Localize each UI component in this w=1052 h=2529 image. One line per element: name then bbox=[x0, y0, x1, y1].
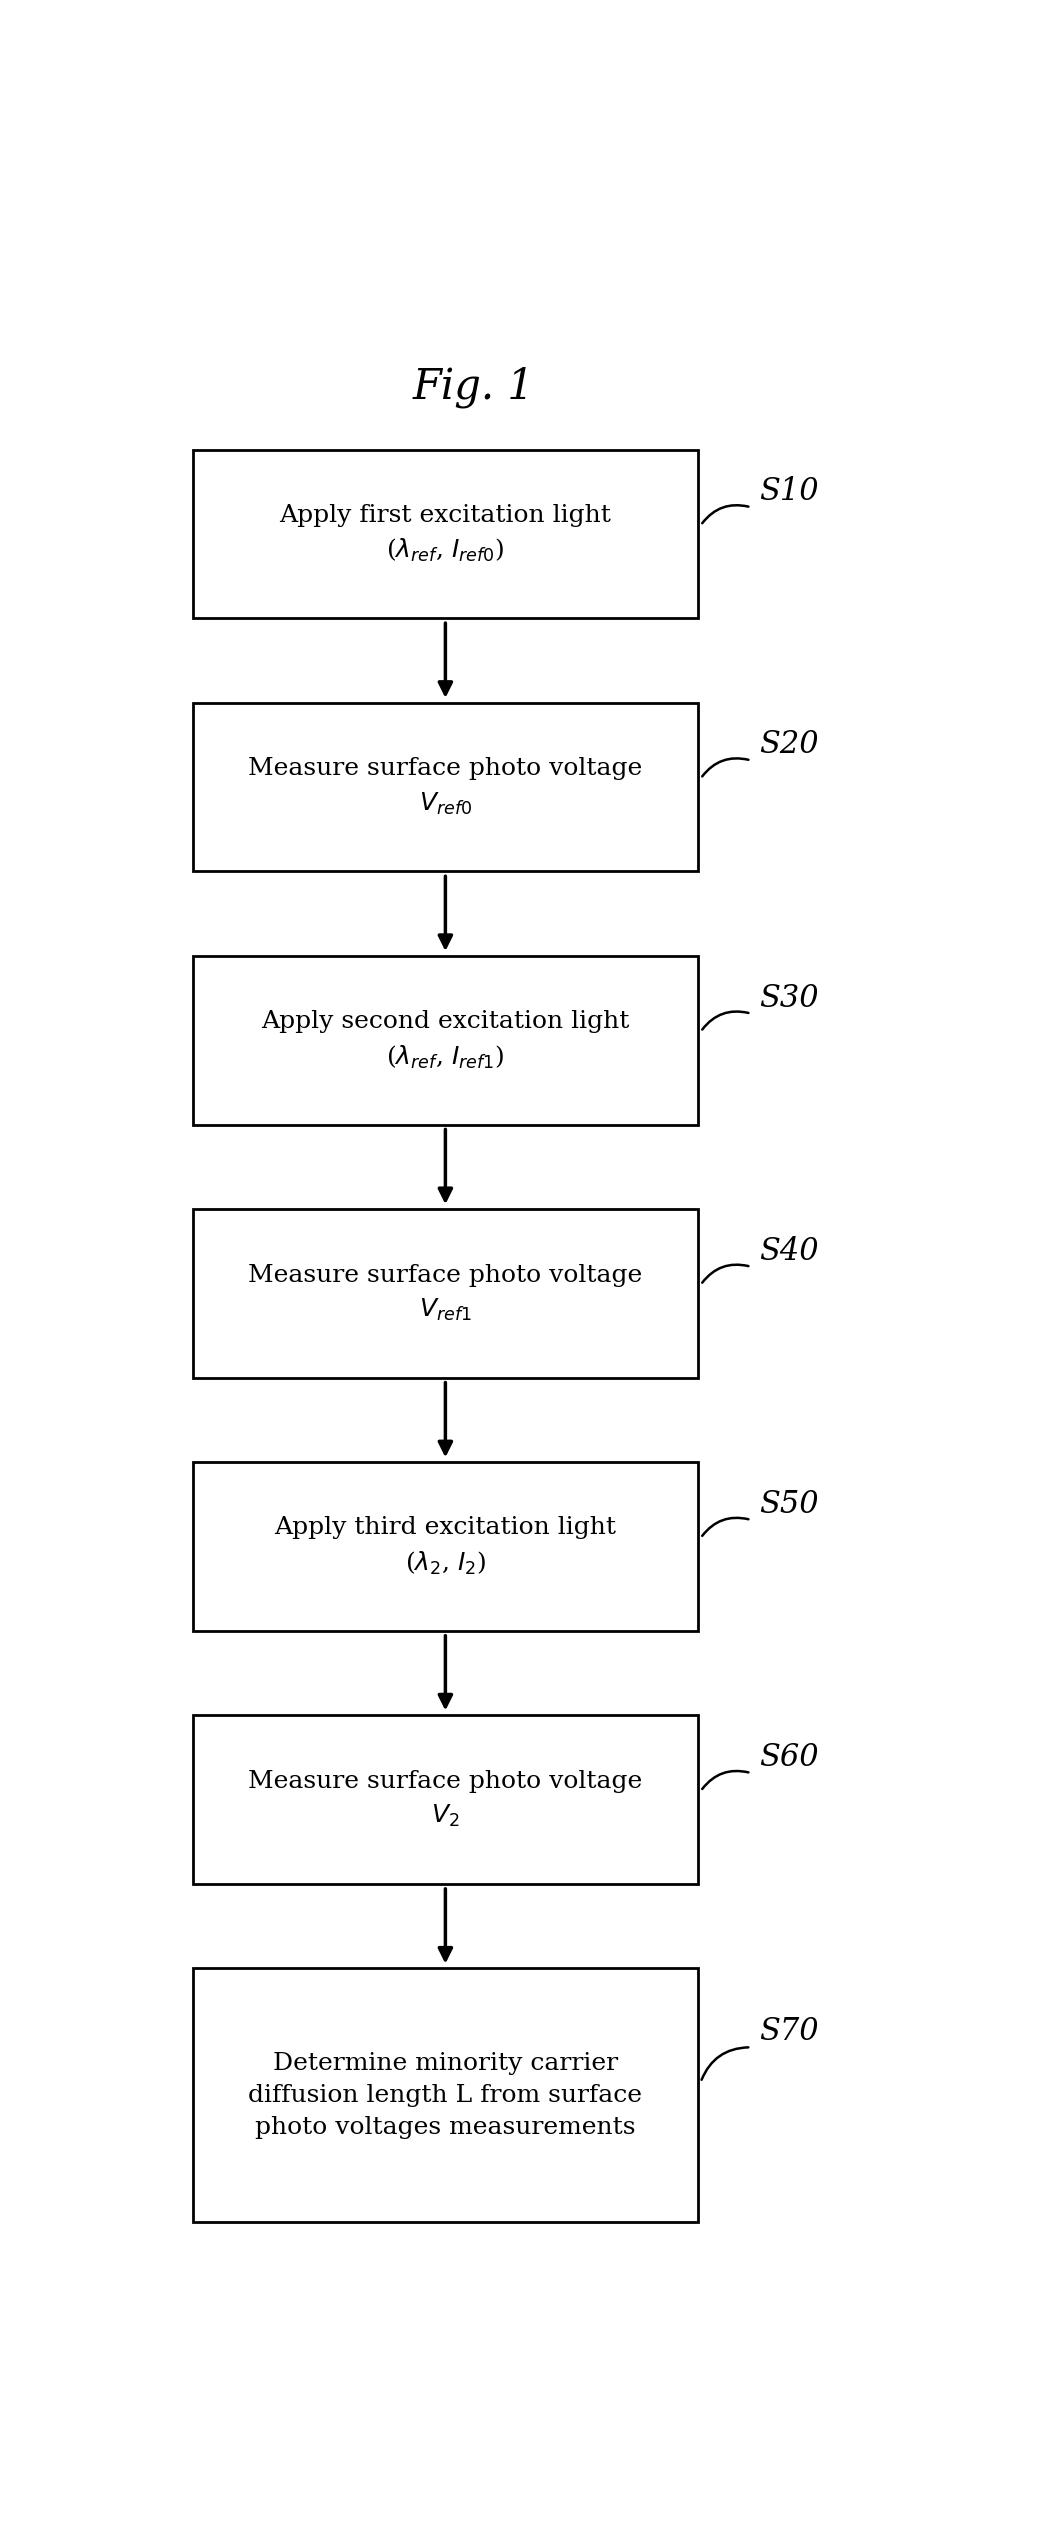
Text: S40: S40 bbox=[760, 1237, 818, 1267]
Bar bbox=[193, 956, 699, 1125]
Bar bbox=[193, 1715, 699, 1884]
Bar bbox=[193, 1209, 699, 1378]
Text: S50: S50 bbox=[760, 1490, 818, 1520]
Text: S70: S70 bbox=[760, 2016, 818, 2048]
Text: S10: S10 bbox=[760, 475, 818, 508]
Bar bbox=[193, 1462, 699, 1631]
Text: S30: S30 bbox=[760, 984, 818, 1014]
Bar bbox=[193, 1968, 699, 2220]
Text: Measure surface photo voltage
$V_{ref1}$: Measure surface photo voltage $V_{ref1}$ bbox=[248, 1264, 643, 1323]
Text: Determine minority carrier
diffusion length L from surface
photo voltages measur: Determine minority carrier diffusion len… bbox=[248, 2051, 643, 2140]
Text: Apply second excitation light
($\lambda_{ref}$, $I_{ref1}$): Apply second excitation light ($\lambda_… bbox=[261, 1009, 629, 1070]
Text: Measure surface photo voltage
$V_2$: Measure surface photo voltage $V_2$ bbox=[248, 1770, 643, 1828]
Text: Apply third excitation light
($\lambda_2$, $I_2$): Apply third excitation light ($\lambda_2… bbox=[275, 1517, 616, 1578]
Text: S60: S60 bbox=[760, 1742, 818, 1773]
Text: Measure surface photo voltage
$V_{ref0}$: Measure surface photo voltage $V_{ref0}$ bbox=[248, 759, 643, 817]
Bar bbox=[193, 450, 699, 617]
Text: Fig. 1: Fig. 1 bbox=[413, 367, 534, 407]
Bar bbox=[193, 703, 699, 873]
Text: S20: S20 bbox=[760, 728, 818, 761]
Text: Apply first excitation light
($\lambda_{ref}$, $I_{ref0}$): Apply first excitation light ($\lambda_{… bbox=[280, 503, 611, 564]
